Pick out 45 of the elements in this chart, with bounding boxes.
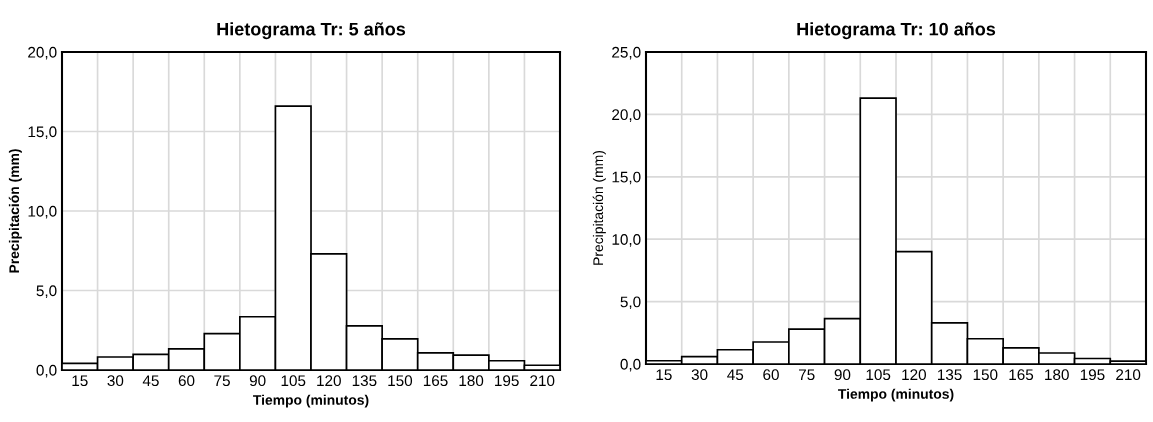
x-tick-label: 30 xyxy=(691,369,708,381)
x-tick-label: 195 xyxy=(1080,369,1105,381)
x-tick-label: 15 xyxy=(72,375,88,387)
x-tick-label: 120 xyxy=(902,369,927,381)
y-tick-label: 20,0 xyxy=(28,46,57,60)
x-tick-label: 105 xyxy=(281,375,306,387)
y-tick-label: 0,0 xyxy=(620,358,641,372)
x-tick-label: 75 xyxy=(214,375,230,387)
y-axis-title: Precipitación (mm) xyxy=(8,149,22,273)
y-tick-label: 0,0 xyxy=(36,364,57,378)
x-tick-label: 195 xyxy=(495,375,519,387)
y-tick-label: 10,0 xyxy=(28,205,57,219)
chart-title: Hietograma Tr: 5 años xyxy=(217,22,406,40)
x-tick-label: 150 xyxy=(973,369,998,381)
x-tick-label: 60 xyxy=(178,375,195,387)
x-tick-label: 30 xyxy=(107,375,124,387)
x-tick-label: 45 xyxy=(142,375,159,387)
y-tick-label: 20,0 xyxy=(612,109,641,122)
x-tick-label: 165 xyxy=(1009,369,1034,381)
x-tick-label: 60 xyxy=(763,369,779,381)
y-tick-label: 5,0 xyxy=(36,285,57,298)
x-tick-label: 135 xyxy=(352,375,377,387)
x-tick-label: 90 xyxy=(249,375,266,387)
y-axis-title: Precipitación (mm) xyxy=(592,150,606,265)
x-tick-label: 45 xyxy=(727,369,744,381)
y-tick-label: 10,0 xyxy=(612,234,641,247)
x-tick-label: 210 xyxy=(1116,369,1141,381)
y-tick-label: 15,0 xyxy=(28,126,57,139)
x-tick-label: 105 xyxy=(866,369,891,381)
x-tick-label: 15 xyxy=(656,369,672,381)
x-tick-label: 150 xyxy=(388,375,413,387)
x-tick-label: 165 xyxy=(423,375,448,387)
y-tick-label: 25,0 xyxy=(612,46,641,60)
x-tick-label: 90 xyxy=(834,369,851,381)
x-tick-label: 75 xyxy=(799,369,815,381)
x-tick-label: 210 xyxy=(530,375,555,387)
x-tick-label: 180 xyxy=(1045,369,1069,381)
chart-title: Hietograma Tr: 10 años xyxy=(797,22,996,40)
x-tick-label: 180 xyxy=(459,375,484,387)
x-tick-label: 120 xyxy=(317,375,341,387)
x-tick-label: 135 xyxy=(937,369,962,381)
y-tick-label: 15,0 xyxy=(612,171,641,185)
x-axis-title: Tiempo (minutos) xyxy=(838,388,954,402)
y-tick-label: 5,0 xyxy=(620,296,641,310)
x-axis-title: Tiempo (minutos) xyxy=(253,394,369,408)
